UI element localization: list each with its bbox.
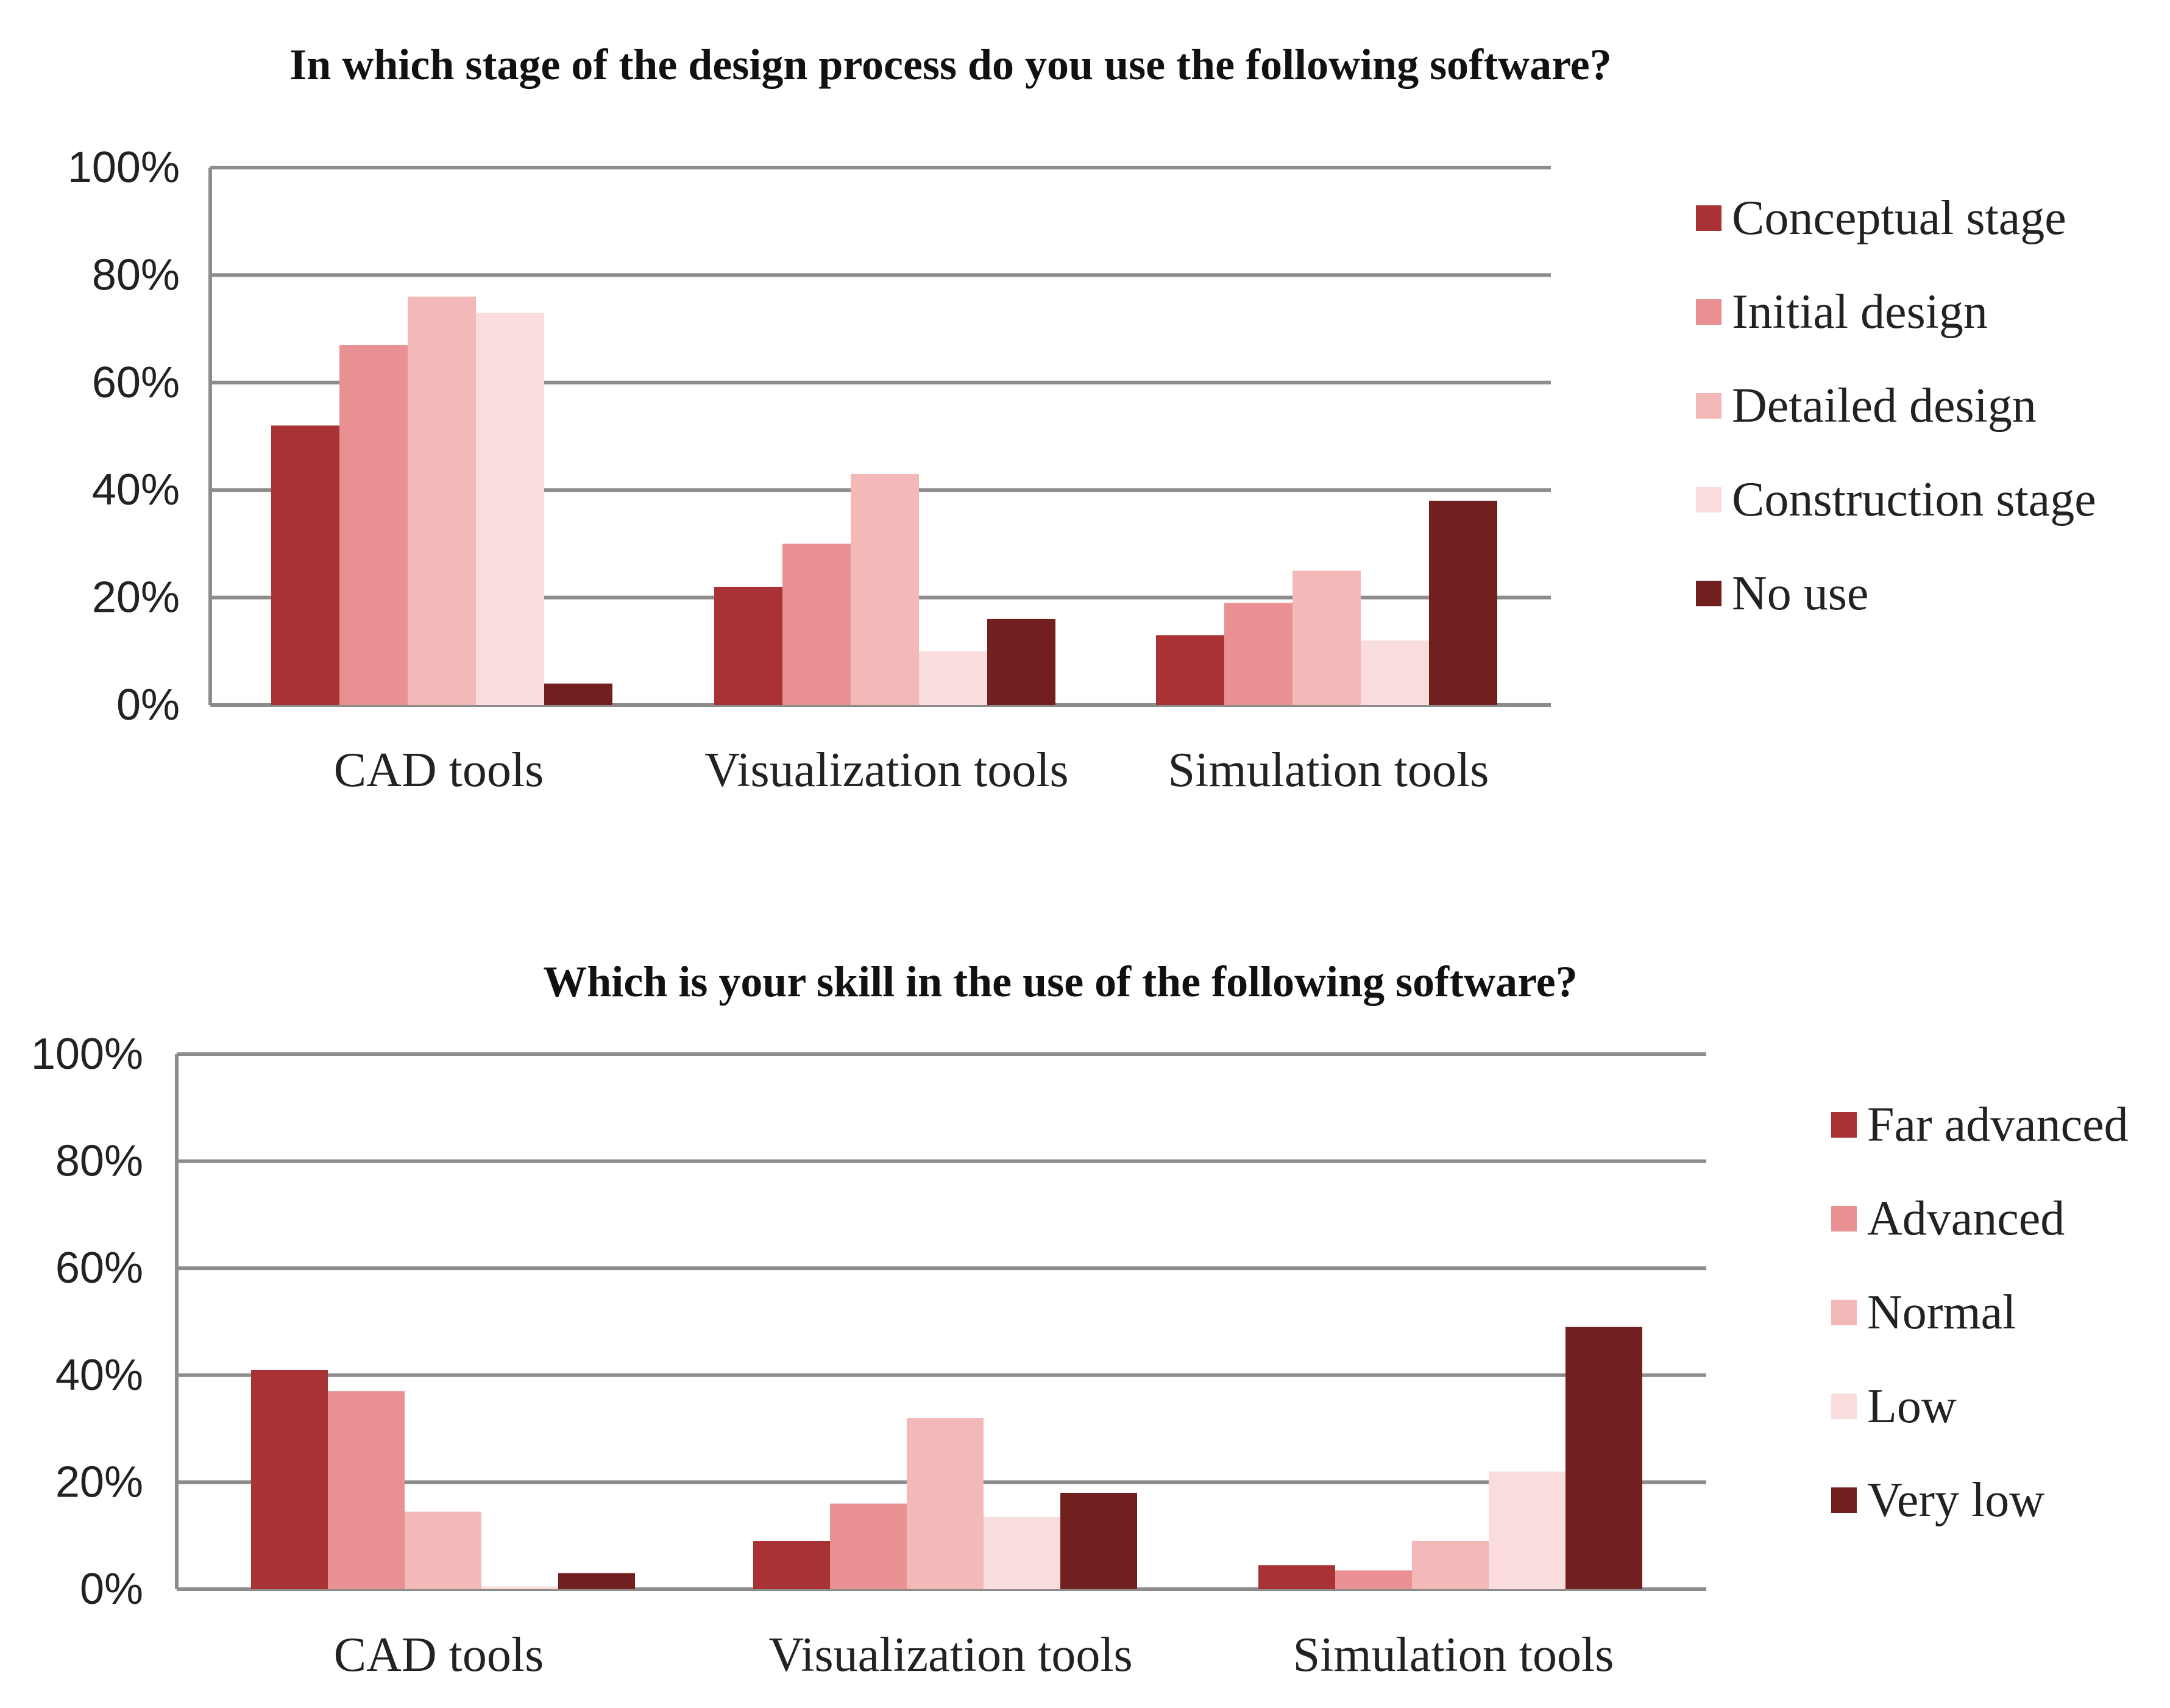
bar-simulation-tools-advanced xyxy=(1335,1570,1412,1589)
x-tick-label: Visualization tools xyxy=(704,743,1068,797)
y-tick-label: 60% xyxy=(55,1244,143,1292)
legend-label: Low xyxy=(1867,1380,1957,1433)
legend-label: Construction stage xyxy=(1732,473,2096,526)
legend-swatch xyxy=(1831,1394,1857,1419)
bar-simulation-tools-normal xyxy=(1412,1540,1489,1589)
bar-simulation-tools-very-low xyxy=(1565,1327,1642,1589)
chart-title: In which stage of the design process do … xyxy=(289,40,1611,89)
x-tick-label: CAD tools xyxy=(334,743,544,797)
bar-visualization-tools-very-low xyxy=(1060,1492,1137,1589)
legend-swatch xyxy=(1831,1206,1857,1231)
bar-visualization-tools-normal xyxy=(907,1418,984,1589)
y-tick-label: 80% xyxy=(92,250,180,299)
legend-swatch xyxy=(1831,1300,1857,1325)
bar-cad-tools-construction-stage xyxy=(476,313,544,705)
x-tick-label: Simulation tools xyxy=(1293,1628,1614,1682)
bar-simulation-tools-far-advanced xyxy=(1258,1565,1335,1589)
y-tick-label: 20% xyxy=(92,573,180,622)
y-tick-label: 40% xyxy=(55,1351,143,1400)
legend-label: Very low xyxy=(1867,1473,2044,1527)
legend-swatch xyxy=(1696,487,1721,512)
x-tick-label: Simulation tools xyxy=(1168,743,1489,797)
bar-cad-tools-normal xyxy=(405,1511,481,1589)
bar-cad-tools-advanced xyxy=(328,1391,405,1589)
y-tick-label: 0% xyxy=(80,1565,143,1614)
bar-cad-tools-detailed-design xyxy=(408,296,476,705)
legend-swatch xyxy=(1696,205,1721,231)
bar-cad-tools-initial-design xyxy=(339,345,408,705)
y-tick-label: 40% xyxy=(92,466,180,514)
legend-label: No use xyxy=(1732,567,1868,620)
y-tick-label: 80% xyxy=(55,1137,143,1186)
legend-swatch xyxy=(1696,581,1721,606)
bar-cad-tools-low xyxy=(481,1586,558,1589)
chart-1: In which stage of the design process do … xyxy=(68,40,2096,797)
bar-visualization-tools-advanced xyxy=(830,1503,907,1589)
bar-simulation-tools-low xyxy=(1489,1471,1565,1589)
bar-visualization-tools-initial-design xyxy=(782,544,851,705)
bar-simulation-tools-initial-design xyxy=(1224,603,1292,705)
legend-swatch xyxy=(1831,1487,1857,1513)
bar-cad-tools-far-advanced xyxy=(251,1370,328,1589)
legend-label: Initial design xyxy=(1732,285,1988,339)
legend-swatch xyxy=(1831,1112,1857,1138)
bar-visualization-tools-low xyxy=(984,1517,1060,1589)
legend-label: Advanced xyxy=(1867,1192,2065,1246)
bar-cad-tools-very-low xyxy=(558,1573,635,1589)
legend-label: Far advanced xyxy=(1867,1098,2129,1152)
bar-cad-tools-conceptual-stage xyxy=(271,425,339,705)
bar-cad-tools-no-use xyxy=(544,683,612,705)
bar-visualization-tools-no-use xyxy=(987,618,1055,705)
legend-label: Normal xyxy=(1867,1286,2016,1339)
bar-visualization-tools-far-advanced xyxy=(753,1540,830,1589)
legend-swatch xyxy=(1696,299,1721,325)
y-tick-label: 100% xyxy=(68,143,180,192)
y-tick-label: 20% xyxy=(55,1458,143,1506)
bar-simulation-tools-conceptual-stage xyxy=(1156,635,1224,705)
bar-visualization-tools-construction-stage xyxy=(919,651,987,705)
y-tick-label: 100% xyxy=(31,1030,143,1079)
x-tick-label: CAD tools xyxy=(334,1628,544,1682)
chart-2: Which is your skill in the use of the fo… xyxy=(31,957,2129,1682)
x-tick-label: Visualization tools xyxy=(768,1628,1132,1682)
bar-simulation-tools-detailed-design xyxy=(1292,570,1361,705)
bar-visualization-tools-conceptual-stage xyxy=(714,586,782,705)
chart-title: Which is your skill in the use of the fo… xyxy=(543,957,1577,1006)
legend-label: Conceptual stage xyxy=(1732,191,2066,245)
bar-simulation-tools-no-use xyxy=(1429,500,1497,705)
legend-label: Detailed design xyxy=(1732,379,2037,433)
y-tick-label: 60% xyxy=(92,358,180,407)
y-tick-label: 0% xyxy=(116,681,180,729)
bar-simulation-tools-construction-stage xyxy=(1361,640,1429,705)
legend-swatch xyxy=(1696,393,1721,419)
bar-visualization-tools-detailed-design xyxy=(851,473,919,705)
